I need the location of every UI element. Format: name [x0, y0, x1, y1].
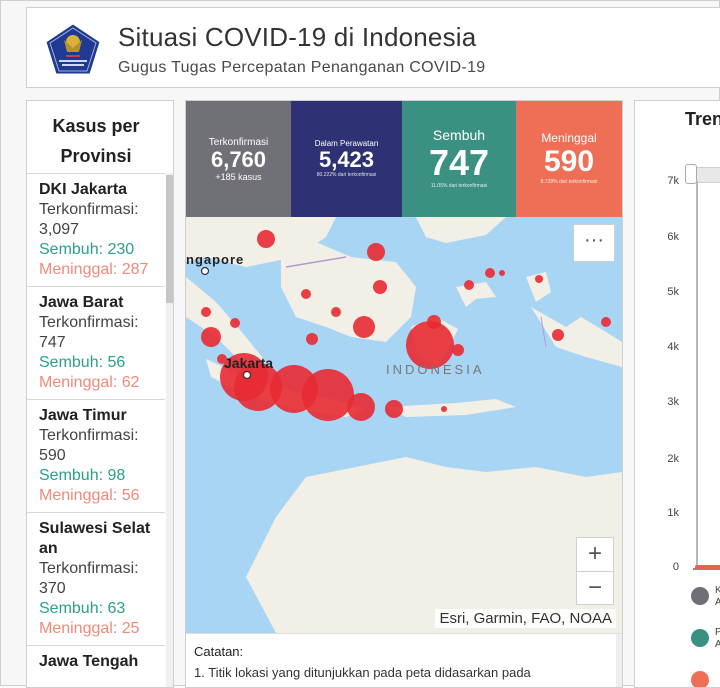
- province-name: DKI Jakarta: [39, 181, 128, 198]
- map-label-indonesia: INDONESIA: [386, 362, 485, 377]
- zoom-out-button[interactable]: −: [587, 574, 602, 601]
- stat-recovered: Sembuh 747 11.05% dari terkonfirmasi: [402, 101, 516, 217]
- map-zoom-control: + −: [576, 537, 614, 605]
- stat-deaths-label: Meninggal: [541, 131, 597, 145]
- stat-treated-value: 5,423: [318, 147, 375, 172]
- deaths-value: Meninggal: 56: [39, 487, 140, 504]
- province-name: Jawa Barat: [39, 294, 124, 311]
- province-item[interactable]: Jawa Barat Terkonfirmasi: 747 Sembuh: 56…: [27, 286, 165, 399]
- y-tick-label: 7k: [667, 175, 679, 187]
- map-label-jakarta: Jakarta: [224, 355, 274, 371]
- stats-bar: Terkonfirmasi 6,760 +185 kasus Dalam Per…: [186, 101, 622, 217]
- deaths-value: Meninggal: 25: [39, 620, 140, 637]
- legend-swatch: [691, 629, 709, 647]
- confirmed-value: 3,097: [39, 221, 80, 238]
- map-canvas: [186, 217, 622, 633]
- province-name: Jawa Timur: [39, 407, 127, 424]
- zoom-in-button[interactable]: +: [577, 538, 613, 572]
- confirmed-label: Terkonfirmasi:: [39, 201, 139, 218]
- province-name: Jawa Tengah: [39, 653, 139, 670]
- province-panel-title: Kasus per Provinsi: [52, 116, 140, 166]
- trend-slider-handle[interactable]: [685, 164, 697, 184]
- map-attribution: Esri, Garmin, FAO, NOAA: [435, 609, 616, 628]
- map-more-button[interactable]: ···: [573, 224, 615, 262]
- province-item[interactable]: Jawa Tengah: [27, 645, 165, 678]
- trend-deaths-line: [695, 565, 720, 569]
- province-name: Sulawesi Selatan: [39, 520, 151, 557]
- recovered-value: Sembuh: 56: [39, 354, 126, 371]
- confirmed-label: Terkonfirmasi:: [39, 560, 139, 577]
- stat-recovered-sub: 11.05% dari terkonfirmasi: [430, 183, 488, 189]
- dashboard-header: Situasi COVID-19 di Indonesia Gugus Tuga…: [26, 7, 720, 88]
- trend-baseline: [693, 568, 720, 570]
- y-tick-label: 1k: [667, 507, 679, 519]
- stat-recovered-value: 747: [428, 142, 490, 183]
- legend-label: P: [715, 627, 720, 639]
- province-scrollbar[interactable]: [166, 173, 173, 687]
- stat-confirmed-value: 6,760: [210, 147, 267, 172]
- deaths-value: Meninggal: 62: [39, 374, 140, 391]
- y-tick-label: 0: [672, 561, 679, 573]
- deaths-value: Meninggal: 287: [39, 261, 149, 278]
- recovered-value: Sembuh: 230: [39, 241, 135, 258]
- legend-sublabel: A: [715, 597, 720, 609]
- stat-deaths-value: 590: [543, 145, 595, 178]
- map-panel: Terkonfirmasi 6,760 +185 kasus Dalam Per…: [185, 100, 623, 688]
- stat-confirmed-sub: +185 kasus: [215, 172, 262, 182]
- trend-panel: Tren 7k 6k 5k 4k 3k 2k 1k 0 K A P A: [634, 100, 720, 688]
- confirmed-label: Terkonfirmasi:: [39, 427, 139, 444]
- legend-swatch: [691, 671, 709, 687]
- province-panel: Kasus per Provinsi DKI Jakarta Terkonfir…: [26, 100, 174, 688]
- notes-section: Catatan: 1. Titik lokasi yang ditunjukka…: [186, 633, 622, 687]
- province-item[interactable]: DKI Jakarta Terkonfirmasi: 3,097 Sembuh:…: [27, 173, 165, 286]
- stat-confirmed-label: Terkonfirmasi: [208, 137, 269, 148]
- confirmed-value: 590: [39, 447, 66, 464]
- stat-treated-label: Dalam Perawatan: [314, 139, 379, 148]
- notes-scrollbar[interactable]: [616, 634, 622, 687]
- stat-deaths: Meninggal 590 8.728% dari terkonfirmasi: [516, 101, 622, 217]
- stat-treated: Dalam Perawatan 5,423 80.222% dari terko…: [291, 101, 402, 217]
- stat-confirmed: Terkonfirmasi 6,760 +185 kasus: [186, 101, 291, 217]
- notes-text: 1. Titik lokasi yang ditunjukkan pada pe…: [194, 665, 531, 680]
- y-tick-label: 2k: [667, 453, 679, 465]
- recovered-value: Sembuh: 63: [39, 600, 126, 617]
- province-item[interactable]: Sulawesi Selatan Terkonfirmasi: 370 Semb…: [27, 512, 165, 645]
- map-label-singapore: ngapore: [186, 252, 245, 267]
- province-item[interactable]: Jawa Timur Terkonfirmasi: 590 Sembuh: 98…: [27, 399, 165, 512]
- logo: [44, 22, 102, 76]
- map-view[interactable]: ngapore Jakarta INDONESIA ··· + − Esri, …: [186, 217, 622, 633]
- trend-title: Tren: [685, 109, 720, 129]
- y-tick-label: 5k: [667, 286, 679, 298]
- confirmed-value: 370: [39, 580, 66, 597]
- page-subtitle: Gugus Tugas Percepatan Penanganan COVID-…: [118, 59, 486, 76]
- recovered-value: Sembuh: 98: [39, 467, 126, 484]
- confirmed-label: Terkonfirmasi:: [39, 314, 139, 331]
- stat-recovered-label: Sembuh: [432, 127, 486, 143]
- y-tick-label: 3k: [667, 396, 679, 408]
- stat-treated-sub: 80.222% dari terkonfirmasi: [316, 172, 377, 178]
- trend-cursor-line: [696, 181, 698, 569]
- confirmed-value: 747: [39, 334, 66, 351]
- notes-title: Catatan:: [194, 644, 244, 659]
- stat-deaths-sub: 8.728% dari terkonfirmasi: [540, 179, 598, 185]
- province-scrollbar-thumb[interactable]: [166, 175, 173, 303]
- y-tick-label: 4k: [667, 341, 679, 353]
- legend-label: K: [715, 585, 720, 597]
- page-title: Situasi COVID-19 di Indonesia: [118, 22, 477, 52]
- province-list: DKI Jakarta Terkonfirmasi: 3,097 Sembuh:…: [27, 173, 165, 678]
- y-tick-label: 6k: [667, 231, 679, 243]
- legend-swatch: [691, 587, 709, 605]
- legend-sublabel: A: [715, 639, 720, 651]
